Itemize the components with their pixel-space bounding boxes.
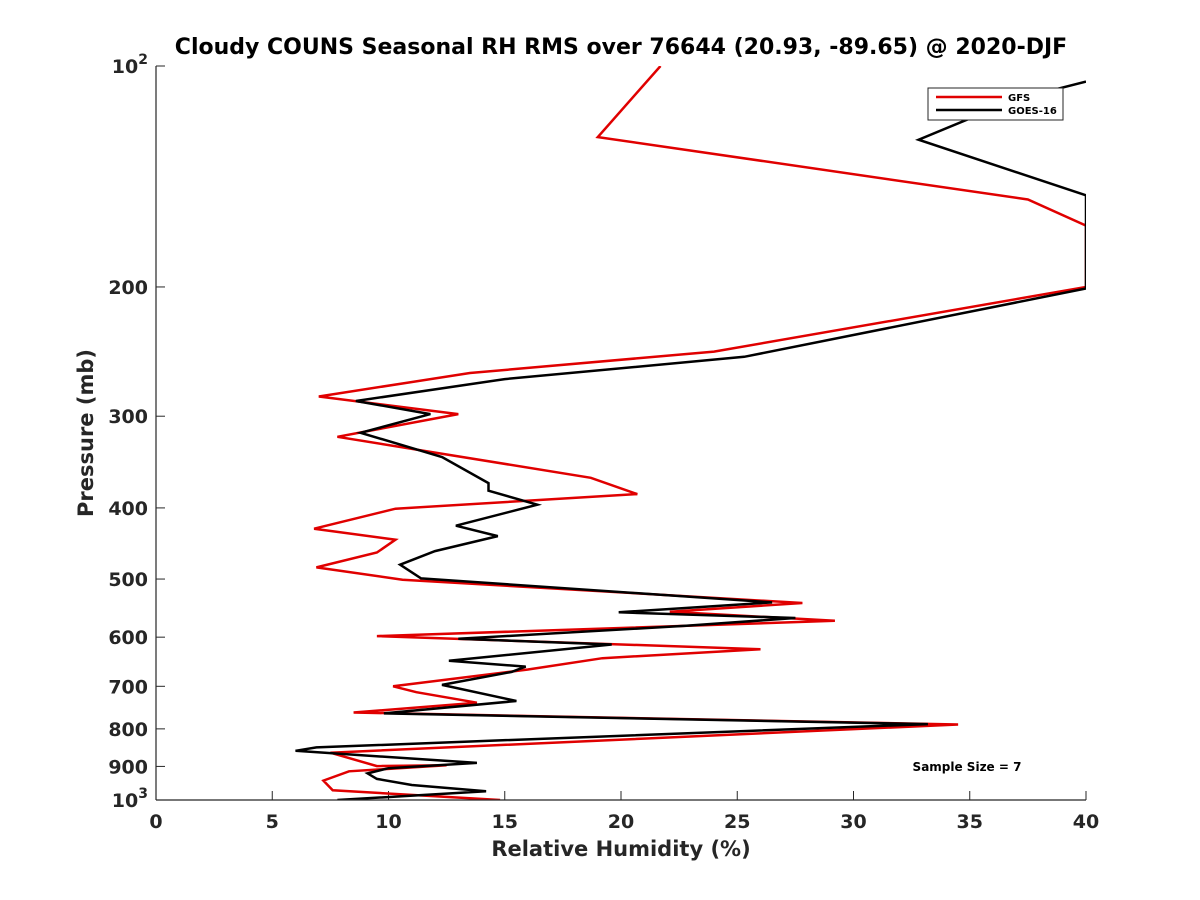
y-tick-label: 103 xyxy=(112,786,148,812)
series-line-goes16 xyxy=(295,80,1086,800)
y-tick-base: 10 xyxy=(112,790,138,812)
x-axis-label: Relative Humidity (%) xyxy=(491,837,750,861)
y-tick-label: 400 xyxy=(108,498,148,520)
y-tick-label: 300 xyxy=(108,406,148,428)
x-tick-label: 35 xyxy=(957,811,983,833)
y-tick-label: 900 xyxy=(108,756,148,778)
x-tick-label: 5 xyxy=(266,811,279,833)
plot-area xyxy=(156,66,1086,800)
x-tick-label: 40 xyxy=(1073,811,1099,833)
y-axis-label: Pressure (mb) xyxy=(74,349,98,517)
x-tick-label: 0 xyxy=(149,811,162,833)
legend-box xyxy=(927,87,1064,121)
sample-size-annotation: Sample Size = 7 xyxy=(913,760,1022,774)
y-tick-label: 800 xyxy=(108,719,148,741)
y-tick-label: 102 xyxy=(112,52,148,78)
y-tick-label: 700 xyxy=(108,676,148,698)
y-tick-label: 600 xyxy=(108,627,148,649)
x-tick-label: 25 xyxy=(724,811,750,833)
series-layer xyxy=(295,66,1086,800)
y-tick-label: 500 xyxy=(108,569,148,591)
legend-label-gfs: GFS xyxy=(1008,93,1030,104)
legend: GFS GOES-16 xyxy=(927,87,1064,121)
x-tick-label: 10 xyxy=(375,811,401,833)
y-tick-exponent: 3 xyxy=(138,786,148,802)
y-tick-exponent: 2 xyxy=(138,52,148,68)
y-tick-label: 200 xyxy=(108,277,148,299)
legend-label-goes16: GOES-16 xyxy=(1008,106,1057,117)
y-tick-base: 10 xyxy=(112,56,138,78)
chart-title: Cloudy COUNS Seasonal RH RMS over 76644 … xyxy=(175,35,1067,60)
x-axis-ticks: 0 5 10 15 20 25 30 35 40 xyxy=(149,791,1099,833)
x-tick-label: 20 xyxy=(608,811,634,833)
x-tick-label: 30 xyxy=(840,811,866,833)
x-tick-label: 15 xyxy=(492,811,518,833)
